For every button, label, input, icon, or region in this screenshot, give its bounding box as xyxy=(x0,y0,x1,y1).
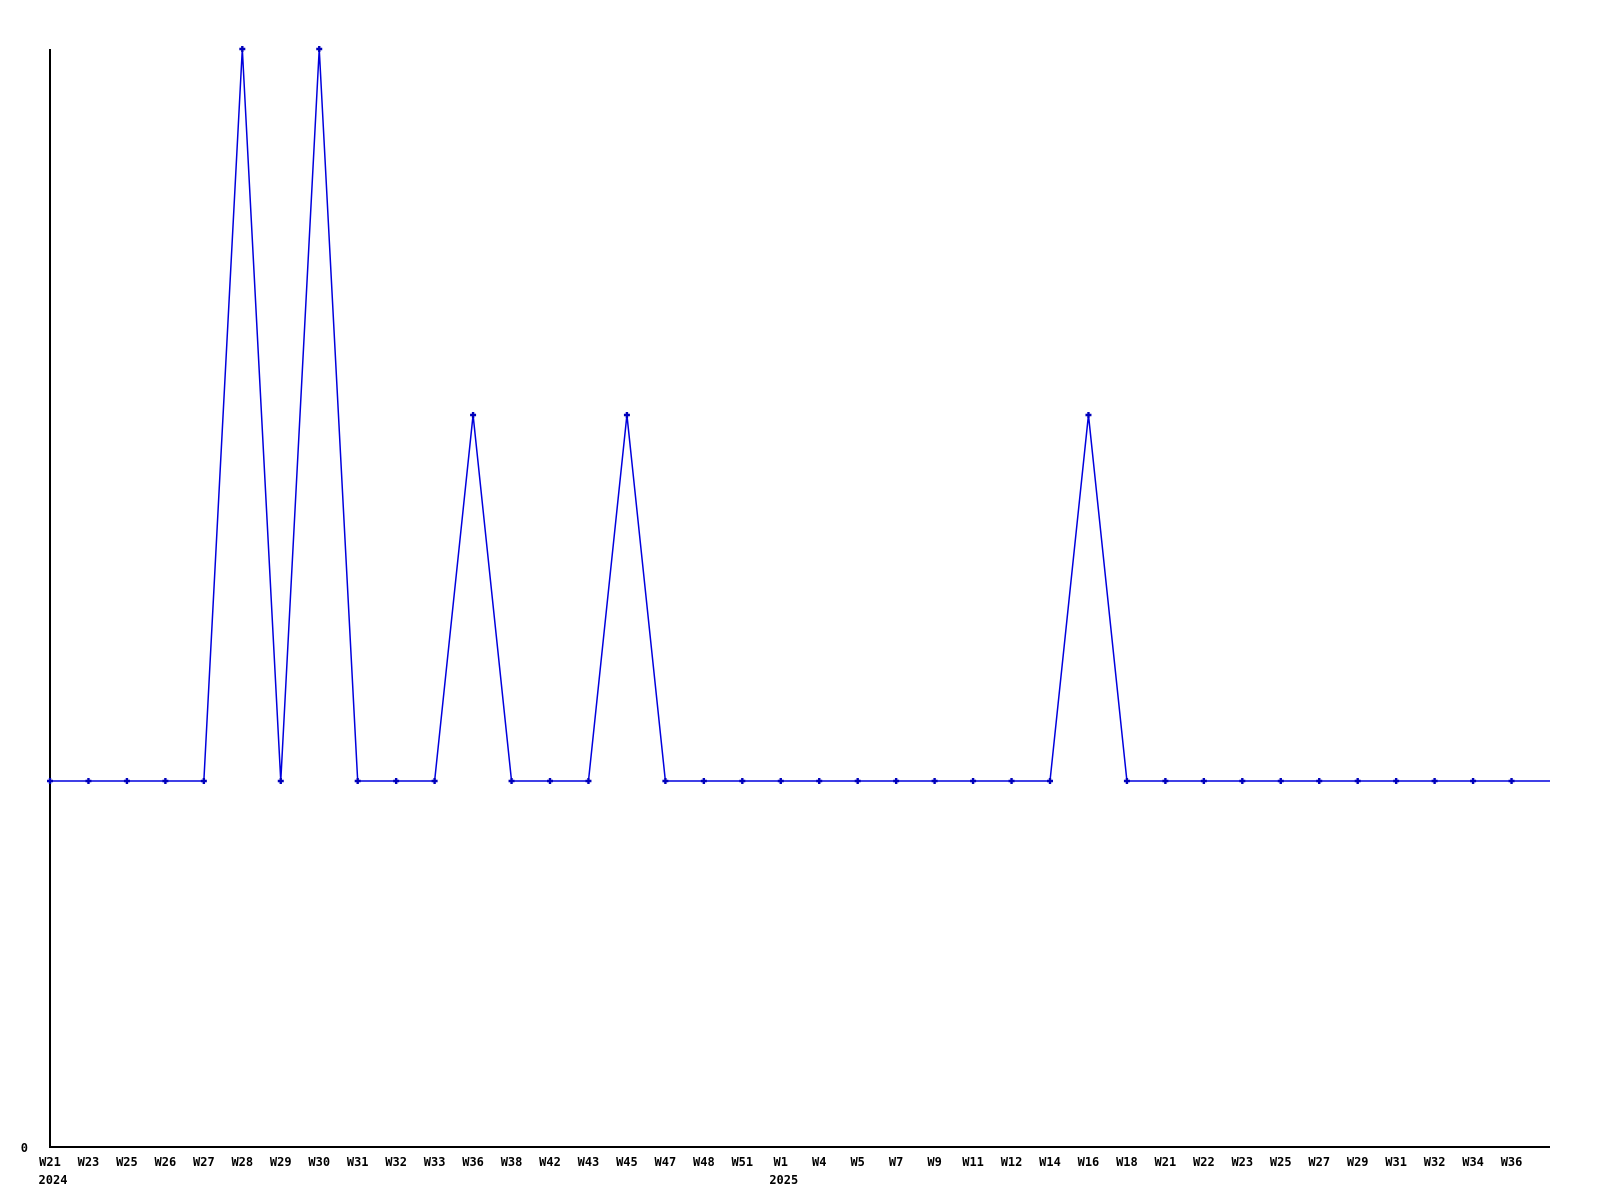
data-point-marker xyxy=(893,778,900,784)
x-tick-label: W11 xyxy=(962,1155,984,1169)
data-point-marker xyxy=(1008,778,1015,784)
x-tick-label: W42 xyxy=(539,1155,561,1169)
x-tick-label: W28 xyxy=(231,1155,253,1169)
x-tick-label: W12 xyxy=(1001,1155,1023,1169)
data-point-marker xyxy=(1354,778,1361,784)
data-point-marker xyxy=(970,778,977,784)
x-tick-label: W1 xyxy=(774,1155,788,1169)
x-tick-label: W23 xyxy=(1231,1155,1253,1169)
data-point-marker xyxy=(623,412,630,418)
data-point-marker xyxy=(316,46,323,52)
data-point-marker xyxy=(739,778,746,784)
x-tick-label: W47 xyxy=(655,1155,677,1169)
x-tick-label: W29 xyxy=(1347,1155,1369,1169)
x-tick-label: W33 xyxy=(424,1155,446,1169)
data-point-marker xyxy=(700,778,707,784)
data-point-marker xyxy=(277,778,284,784)
data-point-marker xyxy=(1162,778,1169,784)
data-point-marker xyxy=(1239,778,1246,784)
x-tick-label: W36 xyxy=(1501,1155,1523,1169)
data-point-marker xyxy=(931,778,938,784)
data-point-marker xyxy=(162,778,169,784)
data-point-marker xyxy=(354,778,361,784)
x-tick-label: W4 xyxy=(812,1155,826,1169)
x-tick-label: W29 xyxy=(270,1155,292,1169)
data-point-marker xyxy=(1277,778,1284,784)
data-point-marker xyxy=(431,778,438,784)
x-tick-label: W31 xyxy=(1385,1155,1407,1169)
y-axis-tick-label: 0 xyxy=(21,1141,28,1155)
x-tick-label: W21 xyxy=(39,1155,61,1169)
data-point-marker xyxy=(1123,778,1130,784)
x-tick-label: W16 xyxy=(1078,1155,1100,1169)
x-tick-label: W32 xyxy=(1424,1155,1446,1169)
data-point-marker xyxy=(47,778,53,784)
data-point-marker xyxy=(1393,778,1400,784)
data-point-marker xyxy=(239,46,246,52)
data-point-marker xyxy=(85,778,92,784)
x-tick-label: W26 xyxy=(155,1155,177,1169)
data-point-marker xyxy=(1047,778,1053,784)
data-point-marker xyxy=(854,778,861,784)
data-point-marker xyxy=(508,778,515,784)
x-tick-label: W45 xyxy=(616,1155,638,1169)
x-tick-label: W21 xyxy=(1155,1155,1177,1169)
data-point-marker xyxy=(200,778,207,784)
data-series-line xyxy=(50,48,1550,782)
x-tick-label: W9 xyxy=(927,1155,941,1169)
axis-lines xyxy=(49,49,1550,1148)
x-tick-label: W25 xyxy=(116,1155,138,1169)
x-tick-label: W18 xyxy=(1116,1155,1138,1169)
data-point-marker xyxy=(816,778,823,784)
data-point-marker xyxy=(123,778,130,784)
data-point-marker xyxy=(777,778,784,784)
x-tick-label: W38 xyxy=(501,1155,523,1169)
data-point-marker xyxy=(1316,778,1323,784)
data-point-marker xyxy=(662,778,669,784)
x-tick-label: W25 xyxy=(1270,1155,1292,1169)
data-point-marker xyxy=(1431,778,1438,784)
data-point-marker xyxy=(1470,778,1477,784)
x-tick-label: W48 xyxy=(693,1155,715,1169)
data-point-marker xyxy=(585,778,592,784)
data-point-marker xyxy=(547,778,553,784)
x-tick-label: W34 xyxy=(1462,1155,1484,1169)
x-tick-label: W7 xyxy=(889,1155,903,1169)
data-point-marker xyxy=(1200,778,1207,784)
data-point-marker xyxy=(1508,778,1515,784)
x-tick-label: W30 xyxy=(308,1155,330,1169)
x-tick-label: W36 xyxy=(462,1155,484,1169)
x-tick-label: W23 xyxy=(78,1155,100,1169)
x-tick-label: W32 xyxy=(385,1155,407,1169)
x-tick-label: W5 xyxy=(850,1155,864,1169)
x-axis-year-label: 2024 xyxy=(39,1173,68,1187)
data-point-marker xyxy=(393,778,400,784)
x-axis-year-label: 2025 xyxy=(769,1173,798,1187)
x-tick-label: W51 xyxy=(731,1155,753,1169)
data-point-marker xyxy=(470,412,477,418)
x-tick-label: W31 xyxy=(347,1155,369,1169)
x-tick-label: W14 xyxy=(1039,1155,1061,1169)
data-point-marker xyxy=(1085,412,1092,418)
x-tick-label: W43 xyxy=(578,1155,600,1169)
x-tick-label: W22 xyxy=(1193,1155,1215,1169)
x-tick-label: W27 xyxy=(1308,1155,1330,1169)
x-tick-label: W27 xyxy=(193,1155,215,1169)
